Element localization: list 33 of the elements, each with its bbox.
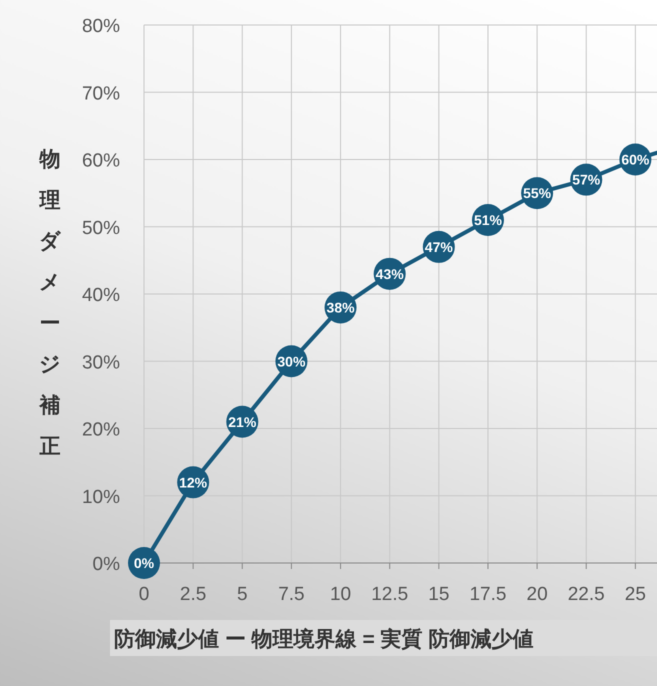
y-tick-label: 30% bbox=[82, 352, 120, 374]
x-tick-label: 12.5 bbox=[371, 584, 408, 605]
data-label: 60% bbox=[621, 152, 650, 168]
x-tick-label: 5 bbox=[236, 584, 248, 605]
data-label: 43% bbox=[376, 266, 404, 282]
y-tick-label: 70% bbox=[82, 83, 120, 104]
x-tick-label: 15 bbox=[428, 584, 450, 605]
x-tick-label: 0 bbox=[138, 584, 150, 605]
x-tick-label: 7.5 bbox=[278, 584, 305, 605]
data-label: 30% bbox=[277, 353, 306, 370]
y-tick-label: 50% bbox=[82, 218, 120, 239]
x-axis-title: 防御減少値 ー 物理境界線 = 実質 防御減少値 bbox=[114, 627, 534, 651]
y-tick-label: 20% bbox=[82, 420, 120, 440]
x-tick-label: 20 bbox=[526, 584, 548, 605]
data-label: 12% bbox=[179, 474, 208, 490]
data-label: 0% bbox=[134, 555, 155, 571]
data-label: 57% bbox=[572, 172, 601, 188]
y-tick-label: 0% bbox=[92, 554, 120, 575]
y-tick-label: 10% bbox=[82, 486, 120, 508]
data-label: 55% bbox=[523, 185, 552, 202]
y-axis-title: 物理ダメージ補正 bbox=[38, 148, 61, 458]
x-tick-label: 10 bbox=[330, 584, 352, 605]
x-tick-label: 2.5 bbox=[180, 584, 206, 605]
data-label: 21% bbox=[228, 414, 257, 430]
x-tick-label: 25 bbox=[624, 584, 646, 605]
data-label: 47% bbox=[424, 238, 454, 255]
y-tick-label: 60% bbox=[82, 150, 120, 172]
y-tick-label: 80% bbox=[82, 16, 120, 37]
data-label: 51% bbox=[474, 212, 503, 228]
y-tick-label: 40% bbox=[82, 285, 120, 306]
x-tick-label: 22.5 bbox=[568, 584, 605, 605]
data-label: 38% bbox=[326, 299, 356, 316]
x-tick-label: 17.5 bbox=[469, 584, 506, 605]
